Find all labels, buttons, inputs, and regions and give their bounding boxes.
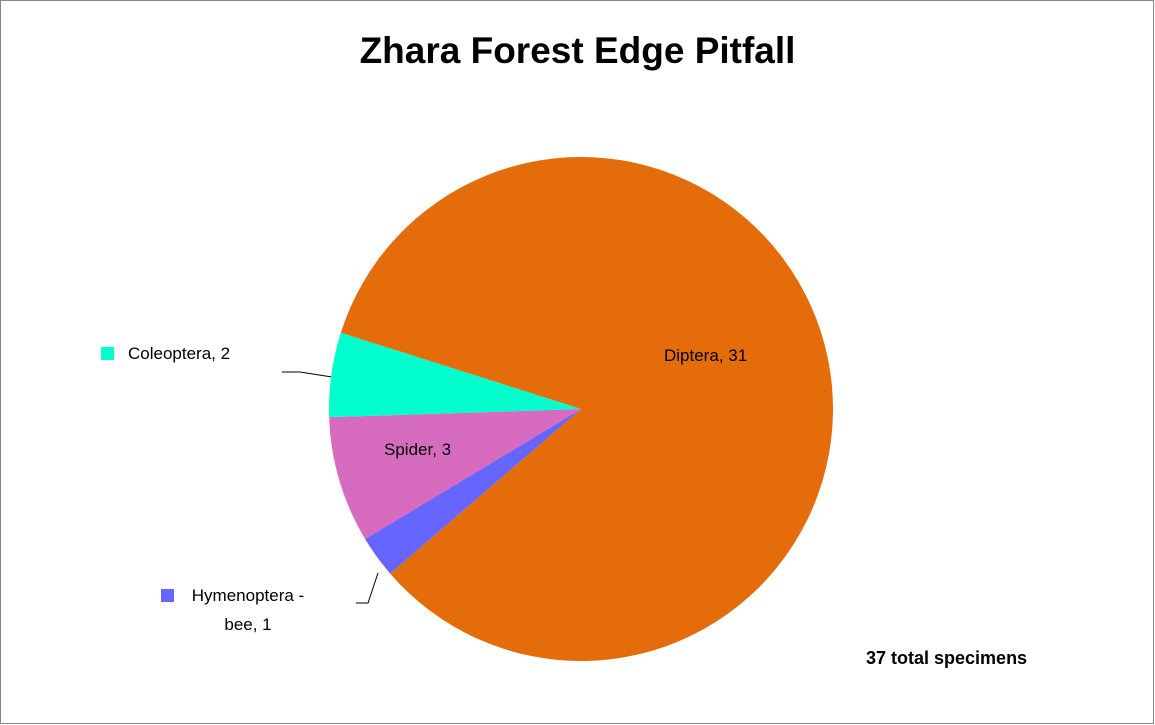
pie-slice xyxy=(365,409,581,574)
annotation: 37 total specimens xyxy=(866,648,1028,668)
data-label-text: Spider, 3 xyxy=(384,440,452,459)
pie-slice xyxy=(340,157,834,661)
pie-slice xyxy=(329,409,581,539)
legend-key xyxy=(161,589,174,602)
data-label: Spider, 3 xyxy=(384,435,451,464)
data-label-text: Hymenoptera - bee, 1 xyxy=(191,586,305,634)
data-label: Hymenoptera - bee, 1 xyxy=(158,581,308,639)
data-label-text: Coleoptera, 2 xyxy=(128,344,231,363)
leader-line xyxy=(356,572,379,604)
data-label: Coleoptera, 2 xyxy=(101,339,230,368)
data-label: Diptera, 31 xyxy=(664,341,747,370)
leader-line xyxy=(282,371,333,378)
legend-key xyxy=(101,347,114,360)
chart-title: Zhara Forest Edge Pitfall xyxy=(359,30,796,71)
data-label-text: Diptera, 31 xyxy=(664,346,748,365)
pie-slice xyxy=(329,332,581,418)
